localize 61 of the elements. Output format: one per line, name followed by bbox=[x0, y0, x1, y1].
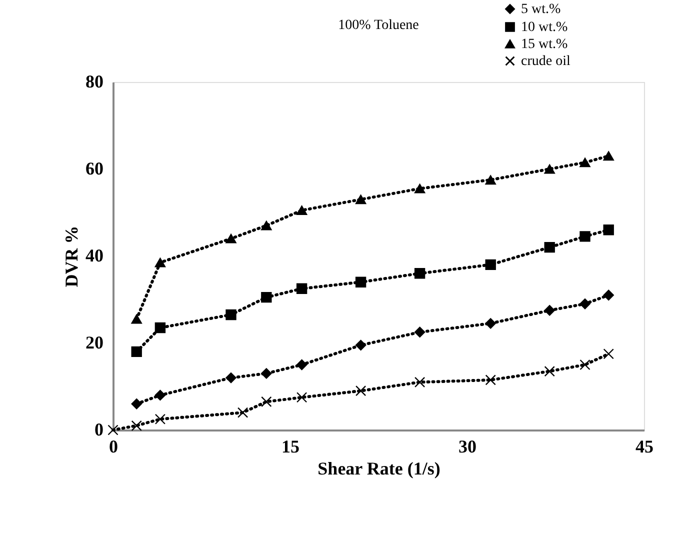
x-tick-label: 0 bbox=[109, 436, 118, 456]
legend-label: 15 wt.% bbox=[521, 37, 568, 52]
point bbox=[485, 318, 496, 329]
legend-label: crude oil bbox=[521, 54, 570, 69]
legend-label: 5 wt.% bbox=[521, 2, 561, 17]
y-axis-title: DVR % bbox=[62, 226, 82, 288]
point bbox=[261, 368, 272, 379]
point bbox=[580, 359, 590, 370]
point bbox=[485, 259, 496, 270]
x-tick-label: 45 bbox=[636, 436, 654, 456]
point bbox=[544, 242, 555, 253]
point bbox=[296, 283, 308, 294]
point bbox=[355, 340, 366, 351]
x-tick-label: 30 bbox=[458, 436, 476, 456]
point bbox=[544, 305, 555, 316]
y-tick-label: 60 bbox=[86, 158, 104, 178]
point bbox=[154, 322, 166, 334]
point bbox=[261, 292, 272, 303]
point bbox=[108, 424, 118, 436]
point bbox=[131, 398, 142, 410]
point bbox=[355, 276, 366, 288]
point bbox=[226, 372, 236, 384]
point bbox=[296, 392, 308, 403]
point bbox=[226, 309, 236, 320]
point bbox=[355, 194, 366, 204]
x-axis-title: Shear Rate (1/s) bbox=[318, 458, 440, 478]
point bbox=[414, 184, 426, 194]
point bbox=[131, 314, 142, 324]
legend-label: 10 wt.% bbox=[521, 20, 568, 35]
point bbox=[261, 220, 272, 230]
chart-title: 100% Toluene bbox=[338, 18, 419, 33]
point bbox=[580, 231, 590, 242]
point bbox=[131, 420, 142, 431]
point bbox=[414, 326, 426, 338]
point bbox=[355, 386, 366, 396]
point bbox=[414, 268, 426, 279]
point bbox=[603, 348, 614, 360]
point bbox=[544, 366, 555, 377]
point bbox=[603, 224, 614, 236]
point bbox=[154, 414, 166, 424]
point bbox=[544, 164, 555, 174]
x-tick-label: 15 bbox=[282, 436, 300, 456]
point bbox=[226, 234, 236, 244]
point bbox=[603, 151, 614, 161]
point bbox=[237, 407, 248, 418]
point bbox=[261, 396, 272, 408]
point bbox=[580, 298, 590, 310]
point bbox=[485, 374, 496, 386]
point bbox=[603, 290, 614, 300]
y-tick-label: 80 bbox=[86, 72, 104, 92]
point bbox=[154, 390, 166, 401]
point bbox=[485, 175, 496, 185]
point bbox=[414, 376, 426, 388]
point bbox=[580, 158, 590, 168]
point bbox=[296, 359, 308, 370]
y-tick-label: 40 bbox=[86, 246, 104, 266]
point bbox=[131, 346, 142, 358]
point bbox=[154, 258, 166, 268]
y-tick-label: 20 bbox=[86, 332, 104, 352]
y-tick-label: 0 bbox=[94, 420, 104, 440]
point bbox=[296, 206, 308, 216]
